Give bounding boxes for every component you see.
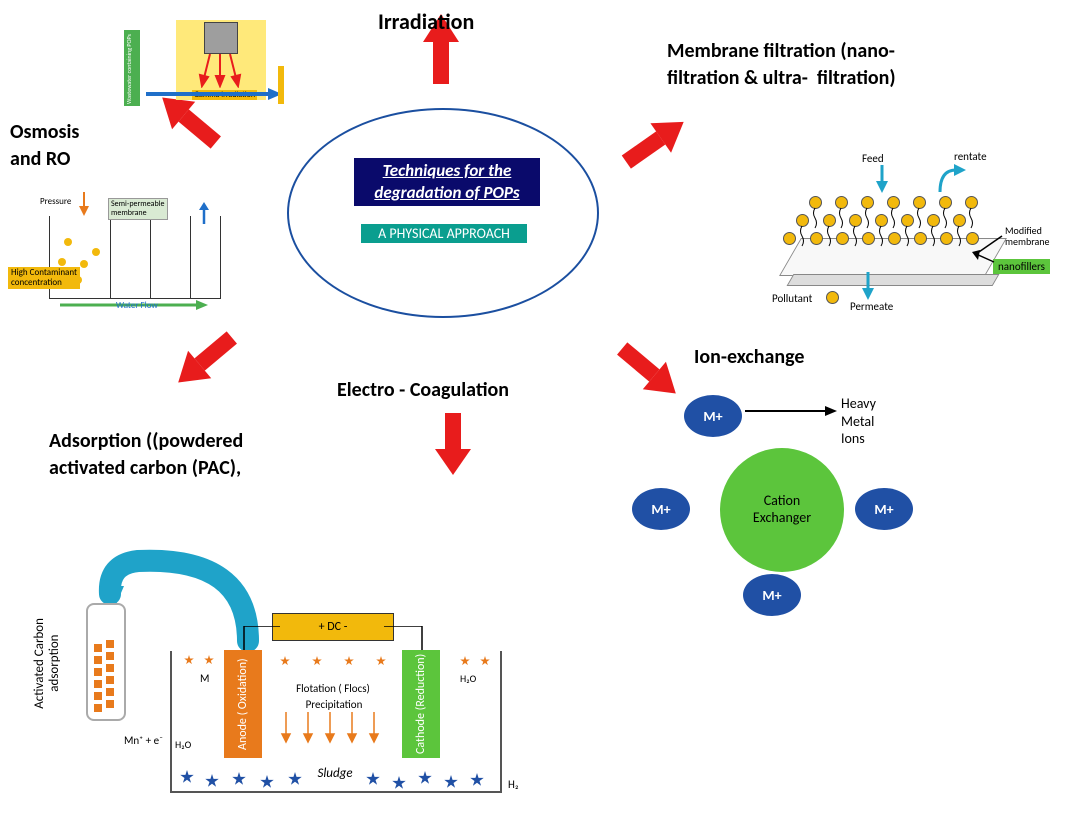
ec-m-label: M xyxy=(200,672,209,685)
heavy-metal-ions-label: Heavy Metal Ions xyxy=(841,395,876,448)
permeate-arrow xyxy=(860,272,876,300)
ec-anode: Anode ( Oxidation) xyxy=(224,650,262,758)
osmosis-divider2 xyxy=(150,216,151,298)
ec-h2o-right: H₂O xyxy=(460,672,476,685)
pressure-arrow xyxy=(78,192,90,216)
pollutant-label: Pollutant xyxy=(772,292,812,305)
m-ion-2: M+ xyxy=(632,488,690,530)
osm-pressure-label: Pressure xyxy=(40,196,71,207)
arrow-adsorption xyxy=(168,325,242,395)
ac-grain xyxy=(106,664,114,672)
osm-membrane-label: Semi-permeable membrane xyxy=(108,198,168,220)
permeate-label: Permeate xyxy=(850,300,893,313)
m-ion-3: M+ xyxy=(855,488,913,530)
label-membrane: Membrane filtration (nano- filtration & … xyxy=(667,38,896,92)
label-electrocoag: Electro - Coagulation xyxy=(337,378,509,402)
osm-particle xyxy=(64,238,72,246)
center-title-line1: Techniques for the xyxy=(383,160,512,181)
center-subtitle: A PHYSICAL APPROACH xyxy=(361,224,527,243)
ac-grain xyxy=(106,676,114,684)
label-ionexchange: Ion-exchange xyxy=(694,345,804,369)
osmosis-divider1 xyxy=(110,216,111,298)
ec-flotation-label: Flotation ( Flocs) xyxy=(283,682,383,695)
arrow-electrocoag xyxy=(437,413,469,475)
osm-particle xyxy=(80,260,88,268)
center-title: Techniques for the degradation of POPs xyxy=(354,158,540,206)
label-adsorption: Adsorption ((powdered activated carbon (… xyxy=(49,428,243,482)
ac-grain xyxy=(106,700,114,708)
irr-blue-arrow xyxy=(146,88,282,100)
ec-mn-label: Mn⁺ + e⁻ xyxy=(124,734,163,747)
irr-yellow-strip xyxy=(278,66,284,104)
irr-green-label: Wastewater containing POPs xyxy=(124,30,140,106)
ec-h2o-left: H₂O xyxy=(175,738,191,751)
pollutant-dot xyxy=(826,291,839,304)
arrow-ionexchange xyxy=(612,336,686,406)
ec-precip-arrows xyxy=(276,712,396,746)
label-irradiation: Irradiation xyxy=(378,8,474,35)
osm-outflow xyxy=(198,202,212,224)
m-ion-1: M+ xyxy=(684,395,742,437)
ac-grain xyxy=(94,656,102,664)
cation-exchanger-circle: Cation Exchanger xyxy=(720,448,844,572)
heavy-metal-arrow xyxy=(745,404,837,418)
activated-carbon-label: Activated Carbon adsorption xyxy=(32,618,62,709)
ec-precipitation-label: Precipitation xyxy=(295,698,373,711)
ec-cathode: Cathode (Reduction) xyxy=(402,650,440,758)
feed-arrow xyxy=(874,165,890,193)
ac-grain xyxy=(94,692,102,700)
ac-grain xyxy=(106,652,114,660)
ac-grain xyxy=(94,680,102,688)
osm-particle xyxy=(92,248,100,256)
ec-h2-label: H₂ xyxy=(508,778,519,791)
modified-memb-arrow xyxy=(972,232,1006,266)
modified-membrane-label: Modified membrane xyxy=(1005,225,1050,247)
ac-grain xyxy=(94,644,102,652)
rentate-label: rentate xyxy=(954,150,987,163)
osm-waterflow-label: Water Flow xyxy=(116,300,158,311)
feed-label: Feed xyxy=(862,152,884,165)
ac-grain xyxy=(94,668,102,676)
osm-particle xyxy=(58,258,66,266)
ec-sludge-label: Sludge xyxy=(306,766,364,781)
label-osmosis: Osmosis and RO xyxy=(10,119,79,173)
membrane-plate-side xyxy=(787,274,1000,286)
irr-rays xyxy=(196,50,244,88)
arrow-membrane xyxy=(617,109,693,175)
ac-grain xyxy=(94,704,102,712)
ac-grain xyxy=(106,640,114,648)
center-ellipse xyxy=(287,108,599,318)
rentate-arrow xyxy=(936,162,966,196)
diagram-root: { "canvas": { "w": 1065, "h": 816, "bg":… xyxy=(0,0,1065,816)
memb-tails xyxy=(780,205,990,265)
osmosis-divider3 xyxy=(190,216,191,298)
ac-grain xyxy=(106,688,114,696)
m-ion-4: M+ xyxy=(743,574,801,616)
center-title-line2: degradation of POPs xyxy=(374,182,519,203)
high-contaminant-box: High Contaminant concentration xyxy=(8,267,80,289)
